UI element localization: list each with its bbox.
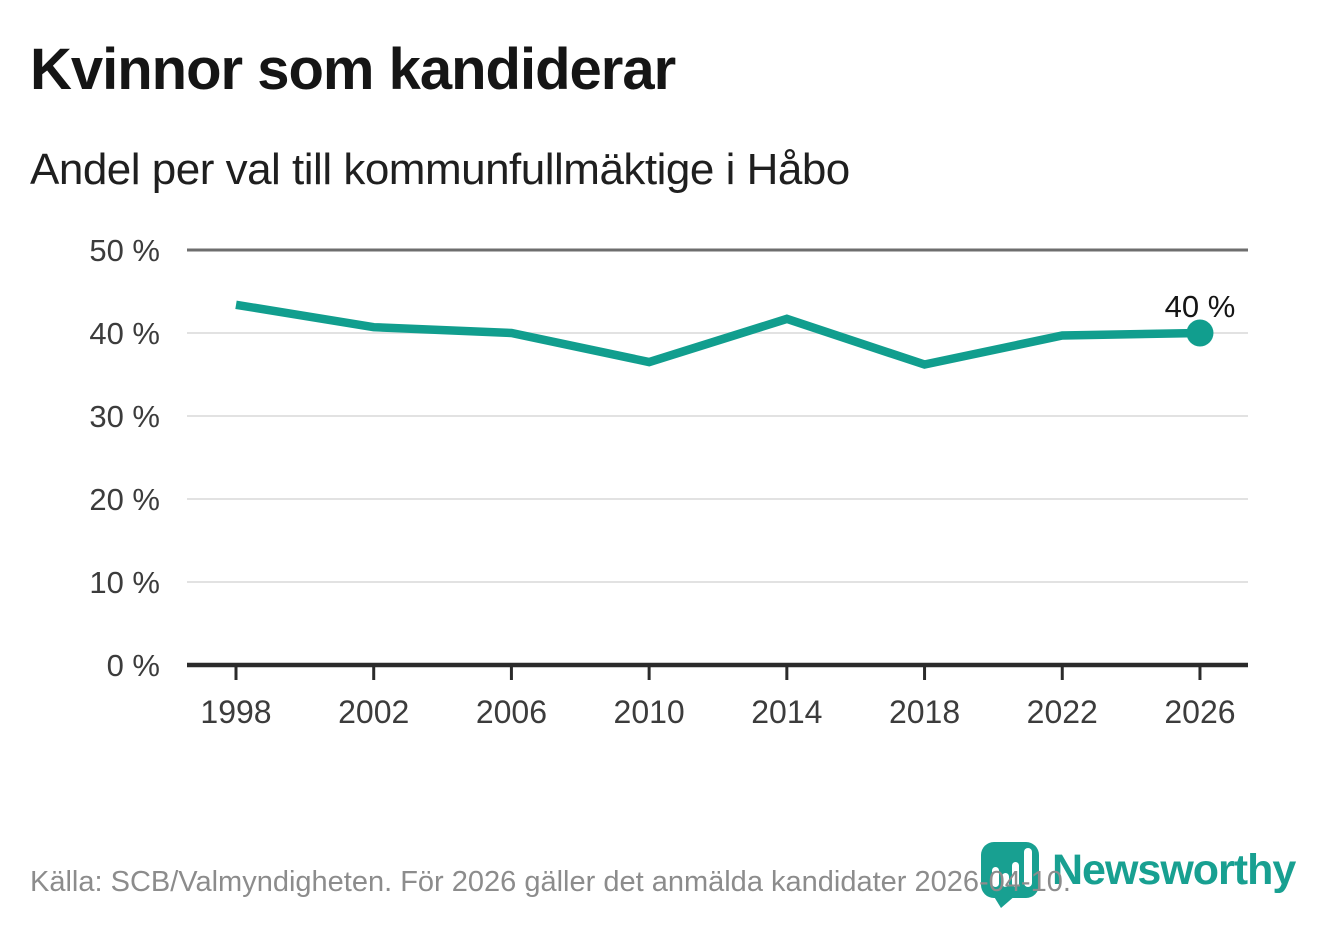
- x-axis-label-2026: 2026: [1164, 694, 1235, 730]
- y-axis-label: 10 %: [89, 565, 160, 600]
- source-note: Källa: SCB/Valmyndigheten. För 2026 gäll…: [30, 866, 1071, 898]
- chart-subtitle: Andel per val till kommunfullmäktige i H…: [30, 145, 850, 194]
- x-axis-label-2018: 2018: [889, 694, 960, 730]
- x-axis-label-1998: 1998: [200, 694, 271, 730]
- x-axis-label-2010: 2010: [614, 694, 685, 730]
- end-value-label: 40 %: [1165, 289, 1236, 324]
- x-axis-label-2002: 2002: [338, 694, 409, 730]
- y-axis-label: 20 %: [89, 482, 160, 517]
- x-axis-label-2022: 2022: [1027, 694, 1098, 730]
- y-axis-label: 50 %: [89, 233, 160, 268]
- y-axis-label: 40 %: [89, 316, 160, 351]
- x-axis-label-2006: 2006: [476, 694, 547, 730]
- newsworthy-brand: Newsworthy: [980, 841, 1296, 909]
- line-chart: 0 % 10 % 20 % 30 % 40 % 50 % 1998 2002 2006 2010 2…: [89, 233, 1248, 730]
- page-title: Kvinnor som kandiderar: [30, 37, 676, 102]
- data-line: [235, 300, 1201, 369]
- end-point-marker: [1186, 319, 1214, 347]
- newsworthy-pin-bar-chart-icon: [981, 842, 1039, 908]
- y-axis-label: 30 %: [89, 399, 160, 434]
- x-axis-label-2014: 2014: [751, 694, 822, 730]
- y-axis-label: 0 %: [107, 648, 160, 683]
- newsworthy-wordmark: Newsworthy: [1052, 846, 1296, 894]
